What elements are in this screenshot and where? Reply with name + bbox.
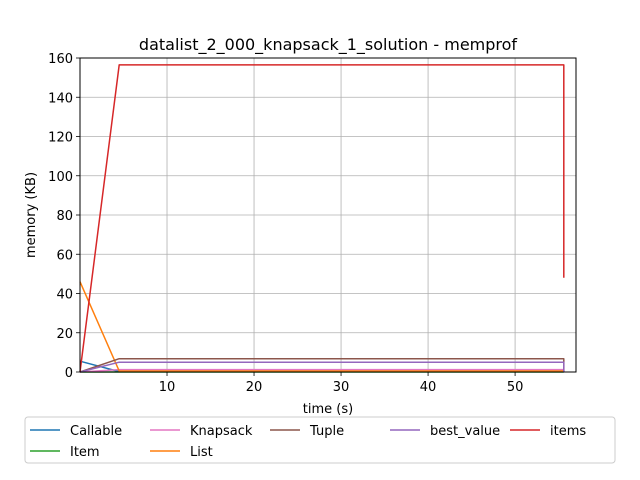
y-axis: 0 20 40 60 80 100 120 140 160 bbox=[48, 52, 80, 381]
legend-label: Tuple bbox=[309, 424, 344, 439]
y-tick-label: 0 bbox=[65, 366, 73, 381]
x-tick-label: 50 bbox=[507, 380, 524, 395]
legend-label: Knapsack bbox=[190, 424, 253, 439]
x-axis: 10 20 30 40 50 bbox=[159, 372, 524, 395]
x-tick-label: 20 bbox=[246, 380, 263, 395]
y-tick-label: 20 bbox=[56, 327, 73, 342]
legend-label: Item bbox=[70, 445, 100, 460]
x-tick-label: 30 bbox=[333, 380, 350, 395]
y-tick-label: 160 bbox=[48, 52, 73, 67]
y-tick-label: 100 bbox=[48, 170, 73, 185]
legend: Callable Item Knapsack List Tuple best_value i… bbox=[24, 416, 616, 464]
x-axis-label: time (s) bbox=[303, 402, 353, 417]
y-tick-label: 120 bbox=[48, 131, 73, 146]
y-tick-label: 60 bbox=[56, 248, 73, 263]
x-tick-label: 10 bbox=[159, 380, 176, 395]
chart-title: datalist_2_000_knapsack_1_solution - mem… bbox=[139, 35, 518, 55]
series-line-best_value bbox=[79, 361, 565, 373]
x-tick-label: 40 bbox=[420, 380, 437, 395]
legend-label: items bbox=[550, 424, 586, 439]
y-tick-label: 40 bbox=[56, 288, 73, 303]
legend-label: Callable bbox=[70, 424, 122, 439]
legend-label: List bbox=[190, 445, 213, 460]
y-tick-label: 140 bbox=[48, 91, 73, 106]
y-axis-label: memory (KB) bbox=[24, 172, 39, 258]
y-tick-label: 80 bbox=[56, 209, 73, 224]
series-line-items bbox=[79, 64, 565, 373]
legend-label: best_value bbox=[430, 424, 500, 439]
